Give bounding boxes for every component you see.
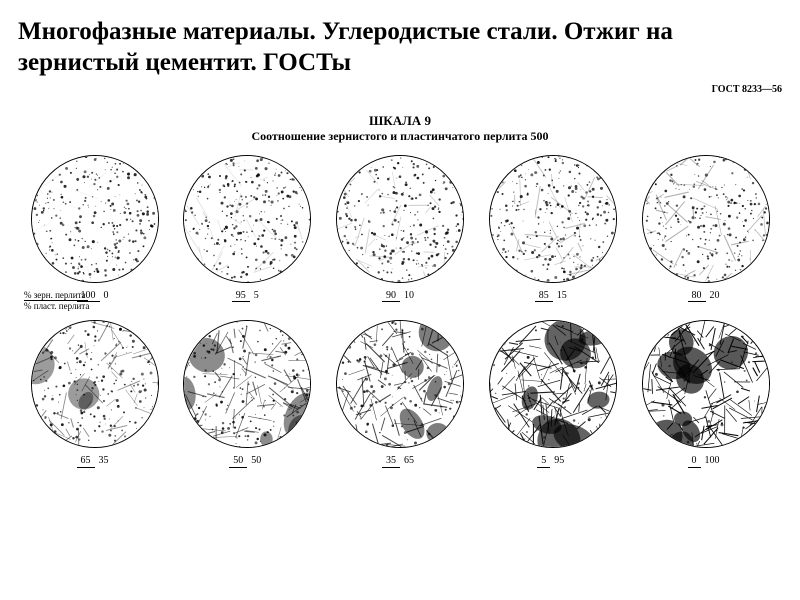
lamellar-percent: 20 (706, 291, 724, 302)
ratio-fraction: 595 (537, 456, 568, 468)
scale-subtitle: Соотношение зернистого и пластинчатого п… (0, 129, 800, 145)
granular-percent: 65 (77, 456, 95, 468)
grid-row-1: 1000 955 9010 8515 8020 (22, 155, 778, 303)
sample-cell: 8020 (633, 155, 778, 303)
granular-percent: 95 (232, 291, 250, 303)
scale-number: ШКАЛА 9 (0, 113, 800, 130)
granular-percent: 5 (537, 456, 550, 468)
microstructure-circle (642, 320, 770, 448)
sample-cell: 1000 (22, 155, 167, 303)
ratio-fraction: 8020 (688, 291, 724, 303)
microstructure-circle (336, 320, 464, 448)
sample-cell: 595 (480, 320, 625, 468)
lamellar-percent: 65 (400, 456, 418, 467)
ratio-legend: % зерн. перлита% пласт. перлита (24, 290, 91, 312)
sample-cell: 9010 (328, 155, 473, 303)
gost-reference: ГОСТ 8233—56 (712, 84, 782, 95)
lamellar-percent: 100 (701, 456, 724, 467)
lamellar-percent: 5 (250, 291, 263, 302)
ratio-fraction: 6535 (77, 456, 113, 468)
granular-percent: 50 (229, 456, 247, 468)
sample-cell: 5050 (175, 320, 320, 468)
sample-cell: 0100 (633, 320, 778, 468)
microstructure-circle (31, 320, 159, 448)
microstructure-circle (336, 155, 464, 283)
microstructure-circle (183, 320, 311, 448)
ratio-fraction: 5050 (229, 456, 265, 468)
granular-percent: 80 (688, 291, 706, 303)
sample-cell: 8515 (480, 155, 625, 303)
ratio-fraction: 0100 (688, 456, 724, 468)
legend-granular: % зерн. перлита (24, 290, 88, 301)
lamellar-percent: 0 (100, 291, 113, 302)
microstructure-circle (489, 320, 617, 448)
sample-cell: 955 (175, 155, 320, 303)
granular-percent: 0 (688, 456, 701, 468)
granular-percent: 35 (382, 456, 400, 468)
microstructure-circle (642, 155, 770, 283)
microstructure-circle (183, 155, 311, 283)
granular-percent: 85 (535, 291, 553, 303)
slide-title: Многофазные материалы. Углеродистые стал… (0, 0, 800, 85)
microstructure-circle (489, 155, 617, 283)
ratio-fraction: 9010 (382, 291, 418, 303)
legend-lamellar: % пласт. перлита (24, 301, 91, 311)
lamellar-percent: 10 (400, 291, 418, 302)
lamellar-percent: 95 (550, 456, 568, 467)
ratio-fraction: 8515 (535, 291, 571, 303)
microstructure-circle (31, 155, 159, 283)
lamellar-percent: 15 (553, 291, 571, 302)
scale-header: ШКАЛА 9 Соотношение зернистого и пластин… (0, 113, 800, 145)
sample-cell: 3565 (328, 320, 473, 468)
ratio-fraction: 955 (232, 291, 263, 303)
ratio-fraction: 3565 (382, 456, 418, 468)
sample-cell: 6535 (22, 320, 167, 468)
granular-percent: 90 (382, 291, 400, 303)
lamellar-percent: 35 (95, 456, 113, 467)
lamellar-percent: 50 (247, 456, 265, 467)
grid-row-2: 6535505035655950100 (22, 320, 778, 468)
microstructure-grid: 1000955901085158020 6535505035655950100 (0, 145, 800, 468)
